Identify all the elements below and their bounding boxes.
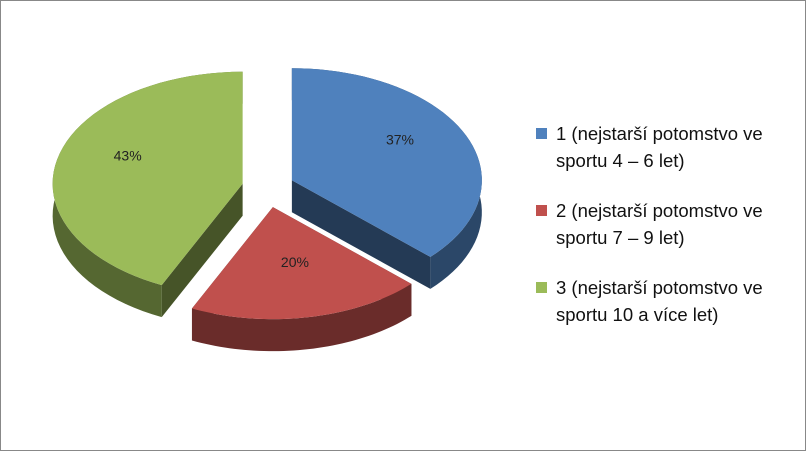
- slice-side: [291, 180, 431, 289]
- legend-swatch: [536, 128, 547, 139]
- legend-item: 3 (nejstarší potomstvo ve sportu 10 a ví…: [536, 274, 798, 328]
- legend-label: 1 (nejstarší potomstvo ve sportu 4 – 6 l…: [556, 123, 763, 171]
- data-label: 43%: [114, 147, 142, 163]
- data-label: 20%: [281, 254, 309, 270]
- legend-label: 2 (nejstarší potomstvo ve sportu 7 – 9 l…: [556, 200, 763, 248]
- pie-slice: [191, 207, 412, 352]
- slice-top: [291, 68, 482, 257]
- legend-item: 2 (nejstarší potomstvo ve sportu 7 – 9 l…: [536, 197, 798, 251]
- legend-label: 3 (nejstarší potomstvo ve sportu 10 a ví…: [556, 277, 763, 325]
- data-label: 37%: [386, 131, 414, 147]
- legend-swatch: [536, 205, 547, 216]
- slice-wall: [191, 283, 412, 352]
- slice-top: [191, 207, 412, 320]
- slice-top: [52, 71, 243, 286]
- legend-item: 1 (nejstarší potomstvo ve sportu 4 – 6 l…: [536, 120, 798, 174]
- slice-side: [161, 183, 243, 318]
- legend: 1 (nejstarší potomstvo ve sportu 4 – 6 l…: [536, 120, 798, 351]
- pie-slice: [291, 68, 482, 289]
- legend-swatch: [536, 282, 547, 293]
- pie-slice: [52, 71, 243, 318]
